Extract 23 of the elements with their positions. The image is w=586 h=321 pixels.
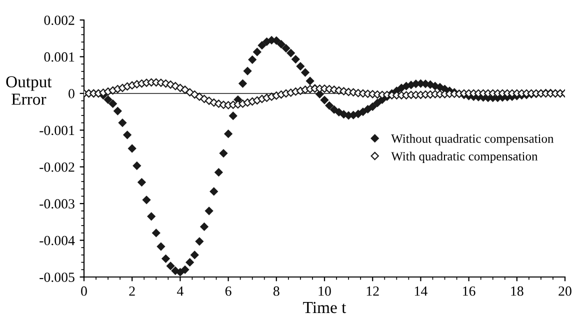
x-tick-label: 0 bbox=[81, 286, 87, 296]
x-tick-label: 14 bbox=[414, 286, 428, 296]
x-tick-label: 4 bbox=[177, 286, 184, 296]
y-tick-label: 0.001 bbox=[44, 52, 74, 62]
x-tick-label: 12 bbox=[366, 286, 379, 296]
y-tick-label: -0.001 bbox=[40, 126, 74, 136]
y-tick-label: -0.004 bbox=[40, 236, 75, 246]
x-tick-label: 6 bbox=[225, 286, 232, 296]
x-tick-label: 18 bbox=[511, 286, 524, 296]
legend-label: Without quadratic compensation bbox=[391, 134, 554, 146]
y-tick-label: -0.003 bbox=[40, 199, 74, 209]
x-tick-label: 2 bbox=[129, 286, 135, 296]
x-tick-label: 20 bbox=[558, 286, 572, 296]
legend-label: With quadratic compensation bbox=[391, 152, 538, 164]
x-axis-title: Time t bbox=[303, 302, 346, 314]
x-tick-label: 16 bbox=[463, 286, 476, 296]
y-axis-title: Output Error bbox=[6, 76, 52, 105]
x-tick-label: 10 bbox=[318, 286, 331, 296]
x-tick-label: 8 bbox=[273, 286, 280, 296]
y-tick-label: -0.002 bbox=[40, 162, 74, 172]
y-tick-label: -0.005 bbox=[40, 272, 74, 282]
y-tick-label: 0 bbox=[68, 89, 74, 98]
y-tick-label: 0.002 bbox=[44, 16, 74, 26]
